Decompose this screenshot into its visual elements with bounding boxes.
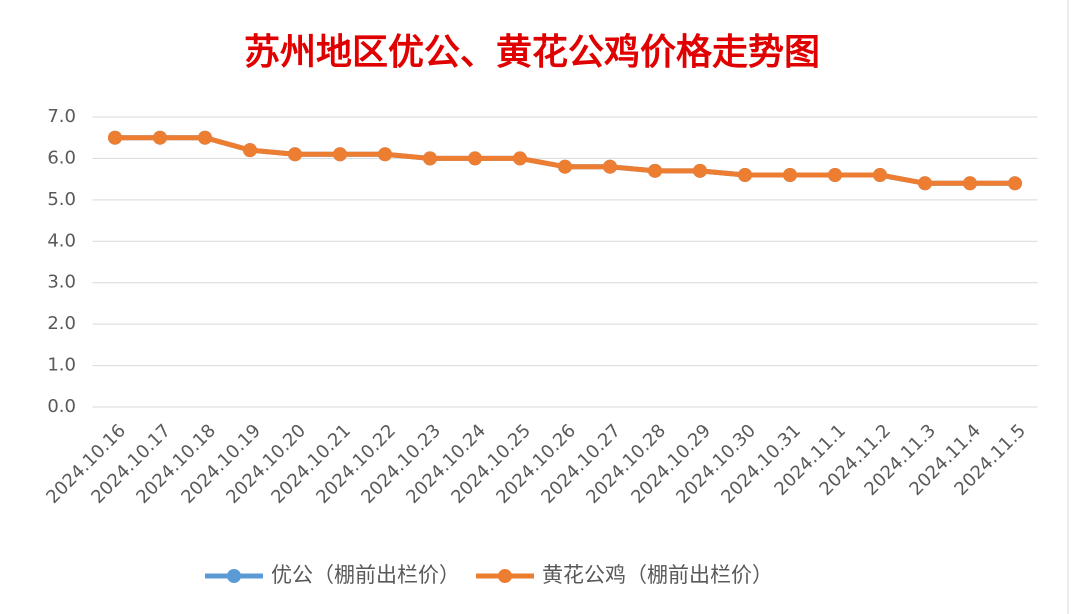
data-point: [918, 176, 932, 191]
data-point: [603, 159, 617, 174]
legend-label: 黄花公鸡（棚前出栏价）: [542, 563, 773, 587]
chart-title: 苏州地区优公、黄花公鸡价格走势图: [244, 31, 820, 73]
y-tick-label: 6.0: [47, 147, 76, 168]
data-point: [738, 168, 752, 182]
data-point: [423, 151, 437, 166]
data-point: [108, 130, 122, 145]
data-point: [243, 143, 257, 158]
legend-marker: [227, 569, 241, 583]
data-point: [378, 147, 392, 162]
data-point: [963, 176, 977, 191]
data-point: [333, 147, 347, 162]
y-tick-label: 3.0: [47, 272, 76, 293]
data-point: [828, 168, 842, 182]
legend-label: 优公（棚前出栏价）: [271, 563, 460, 587]
data-point: [198, 130, 212, 145]
y-tick-label: 2.0: [47, 313, 76, 334]
y-tick-label: 7.0: [47, 106, 76, 127]
legend-marker: [498, 569, 512, 583]
data-point: [558, 159, 572, 174]
data-point: [288, 147, 302, 162]
data-point: [1008, 176, 1022, 191]
data-point: [693, 163, 707, 178]
data-point: [153, 130, 167, 145]
data-point: [873, 168, 887, 182]
data-point: [468, 151, 482, 166]
y-tick-label: 5.0: [47, 189, 76, 210]
y-tick-label: 0.0: [47, 396, 76, 417]
data-point: [783, 168, 797, 182]
data-point: [648, 163, 662, 178]
y-tick-label: 4.0: [47, 230, 76, 251]
data-point: [513, 151, 527, 166]
y-tick-label: 1.0: [47, 355, 76, 376]
